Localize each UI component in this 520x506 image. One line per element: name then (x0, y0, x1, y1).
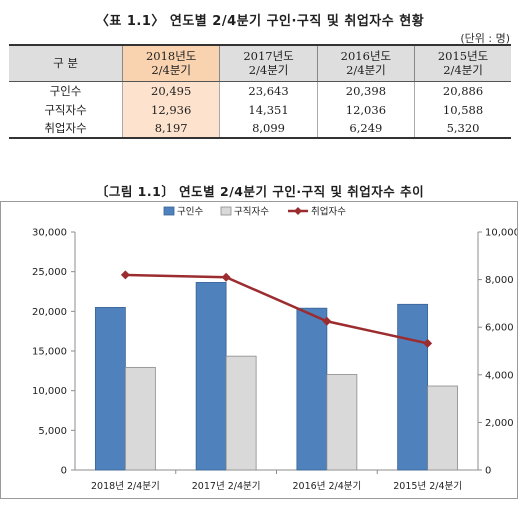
table-cell: 23,643 (219, 81, 318, 100)
bar-job-openings (296, 307, 328, 471)
legend-marker (294, 207, 302, 215)
bar-job-seekers (427, 385, 459, 471)
column-header-line2: 2/4분기 (346, 63, 386, 78)
row-label: 구직자수 (44, 102, 87, 117)
right-tick-label: 10,000 (485, 228, 517, 239)
left-tick-label: 20,000 (32, 307, 67, 318)
left-tick-label: 15,000 (32, 347, 67, 358)
bar-job-openings (397, 303, 429, 471)
table-row: 취업자수 8,197 8,099 6,249 5,320 (9, 119, 511, 139)
table-header-row: 구 분 2018년도 2/4분기 2017년도 2/4분기 2016년도 2/4… (9, 44, 511, 82)
right-tick-label: 0 (485, 466, 491, 477)
column-header-line2: 2/4분기 (248, 63, 289, 78)
left-tick-label: 30,000 (32, 228, 67, 239)
x-tick-label: 2018년 2/4분기 (91, 481, 160, 492)
line-marker (322, 316, 332, 326)
right-tick-label: 2,000 (485, 418, 514, 429)
legend-label: 취업자수 (311, 206, 346, 218)
left-tick-label: 25,000 (32, 267, 67, 278)
table-row: 구직자수 12,936 14,351 12,036 10,588 (9, 100, 511, 119)
table-cell: 12,036 (316, 100, 415, 119)
table-cell: 20,398 (316, 81, 415, 100)
table-cell: 14,351 (219, 100, 318, 119)
table-cell: 10,588 (414, 100, 511, 119)
bar-job-seekers (124, 366, 156, 471)
legend-swatch (220, 206, 232, 216)
column-header-line2: 2/4분기 (443, 63, 483, 78)
x-tick-label: 2016년 2/4분기 (293, 481, 362, 492)
right-tick-label: 6,000 (485, 323, 514, 334)
corner-header: 구 분 (9, 44, 123, 82)
line-marker (221, 272, 231, 282)
left-tick-label: 10,000 (32, 386, 67, 397)
bar-job-seekers (225, 355, 257, 471)
right-tick-label: 8,000 (485, 275, 514, 286)
column-header-line1: 2016년도 (340, 49, 392, 64)
column-header: 2015년도 2/4분기 (414, 44, 511, 82)
left-tick-label: 0 (61, 466, 67, 477)
column-header: 2018년도 2/4분기 (121, 44, 220, 82)
column-header: 2016년도 2/4분기 (316, 44, 415, 82)
table-cell: 20,886 (414, 81, 511, 100)
chart-frame: 0 5,000 10,000 15,000 20,000 25,000 30,000 0 2,0… (0, 201, 520, 499)
table-row: 구인수 20,495 23,643 20,398 20,886 (9, 81, 511, 100)
row-label: 구인수 (49, 83, 82, 98)
column-header-line1: 2017년도 (243, 49, 294, 64)
column-header-line1: 2018년도 (145, 49, 197, 64)
x-tick-label: 2017년 2/4분기 (192, 481, 261, 492)
table-cell: 8,197 (121, 119, 220, 139)
bar-job-seekers (326, 374, 358, 471)
table-cell: 8,099 (219, 119, 318, 139)
chart-title: 〔그림 1.1〕 연도별 2/4분기 구인·구직 및 취업자수 추이 (95, 184, 425, 199)
table-cell: 12,936 (121, 100, 220, 119)
table-cell: 5,320 (414, 119, 511, 139)
bar-job-openings (94, 307, 126, 471)
table-cell: 20,495 (121, 81, 220, 100)
x-tick-label: 2015년 2/4분기 (393, 481, 462, 492)
bar-job-openings (195, 282, 227, 471)
line-employed (125, 273, 428, 345)
line-marker (120, 270, 130, 280)
table-title: 〈표 1.1〉 연도별 2/4분기 구인·구직 및 취업자수 현황 (95, 14, 425, 29)
row-label: 취업자수 (9, 119, 123, 139)
right-tick-label: 4,000 (485, 370, 514, 381)
column-header-line2: 2/4분기 (151, 63, 192, 78)
combo-chart: 0 5,000 10,000 15,000 20,000 25,000 30,000 0 2,0… (32, 206, 520, 493)
legend-swatch (163, 206, 175, 216)
unit-label: (단위 : 명) (460, 32, 510, 45)
legend-label: 구인수 (177, 207, 203, 218)
legend-label: 구직자수 (234, 207, 269, 218)
column-header-line1: 2015년도 (437, 49, 489, 64)
stats-table: 구 분 2018년도 2/4분기 2017년도 2/4분기 2016년도 2/4… (9, 44, 511, 139)
line-marker (423, 338, 433, 348)
column-header: 2017년도 2/4분기 (219, 44, 318, 82)
table-cell: 6,249 (316, 119, 415, 139)
left-tick-label: 5,000 (38, 426, 67, 437)
